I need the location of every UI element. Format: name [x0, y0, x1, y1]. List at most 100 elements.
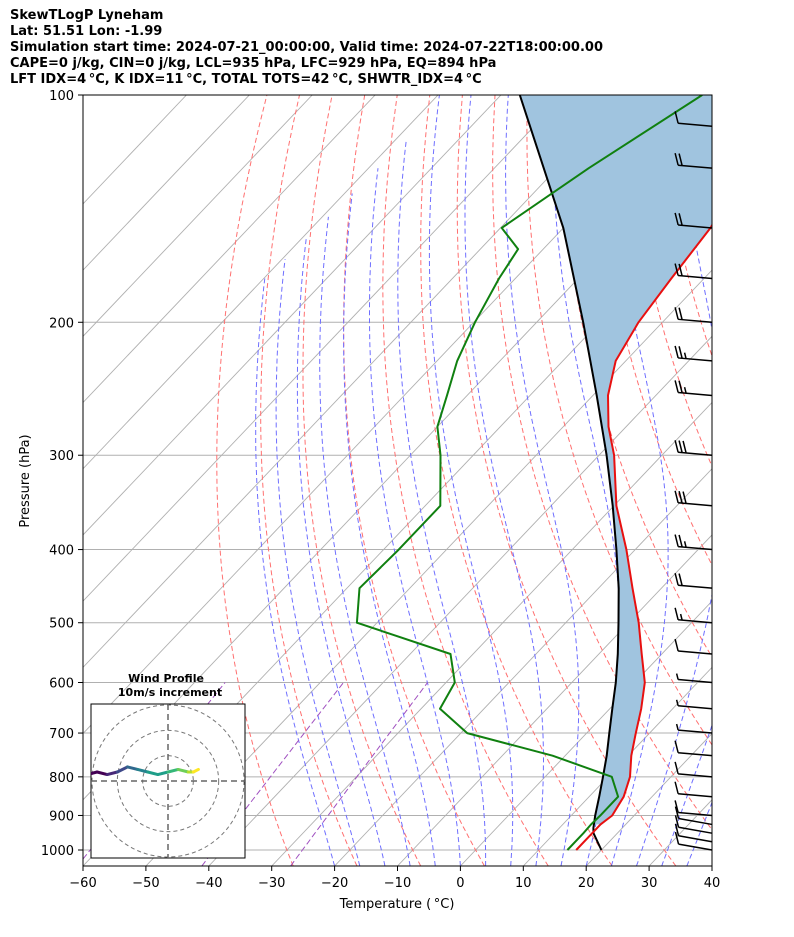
barb-flag	[674, 440, 679, 453]
moist-adiabat-line	[319, 216, 411, 866]
wind-barb	[674, 307, 713, 324]
y-tick-label: 700	[49, 727, 74, 742]
stability-indices-line: LFT IDX=4 °C, K IDX=11 °C, TOTAL TOTS=42…	[10, 72, 482, 87]
wind-barb	[674, 638, 713, 655]
barb-flag	[678, 440, 683, 453]
moist-adiabat-line	[607, 95, 669, 866]
hodograph-trace-segment	[191, 767, 200, 774]
isotherm-line	[83, 95, 565, 602]
wind-barb	[675, 699, 713, 710]
barb-shaft	[678, 357, 713, 362]
barb-flag	[674, 212, 679, 226]
wind-barb	[674, 490, 713, 507]
barb-shaft	[678, 502, 713, 507]
barb-shaft	[678, 318, 713, 324]
dry-adiabat-line	[723, 95, 794, 866]
barb-flag	[678, 573, 683, 586]
barb-flag	[675, 673, 679, 680]
moist-adiabat-line	[686, 801, 712, 866]
dry-adiabat-line	[756, 95, 794, 866]
barb-flag	[674, 111, 679, 124]
barb-flag	[674, 380, 679, 393]
barb-flag	[678, 490, 683, 504]
y-tick-label: 600	[49, 677, 74, 692]
barb-shaft	[678, 391, 713, 397]
x-tick-label: −20	[321, 876, 348, 891]
dry-adiabat-line	[382, 95, 549, 866]
wind-barbs	[674, 111, 713, 851]
barb-shaft	[678, 705, 713, 710]
barb-shaft	[678, 650, 713, 655]
hodograph-trace-segment	[125, 765, 140, 771]
x-tick-label: −50	[132, 876, 159, 891]
dry-adiabat-line	[302, 95, 422, 866]
chart-title: SkewTLogP Lyneham	[10, 8, 164, 23]
barb-flag	[678, 380, 683, 394]
y-tick-label: 800	[49, 771, 74, 786]
dry-adiabat-line	[216, 95, 294, 866]
barb-flag	[674, 815, 680, 828]
moist-adiabat-line	[296, 238, 386, 866]
x-tick-label: 0	[456, 876, 464, 891]
wind-barb	[674, 806, 713, 826]
barb-shaft	[678, 811, 713, 817]
moist-adiabat-line	[464, 95, 544, 866]
wind-barb	[674, 740, 713, 757]
barb-flag	[674, 307, 679, 320]
barb-flag	[674, 345, 679, 359]
hodograph-trace-segment	[105, 770, 119, 777]
hodograph-trace-segment	[91, 770, 99, 776]
dry-adiabat-line	[788, 95, 794, 866]
wind-barb	[674, 212, 713, 229]
cape-area	[519, 95, 712, 825]
wind-barb	[674, 345, 713, 362]
barb-flag	[678, 213, 683, 226]
wind-barb	[674, 263, 713, 280]
wind-barb	[674, 815, 713, 834]
x-tick-label: −10	[384, 876, 411, 891]
wind-barb	[674, 607, 713, 624]
hodograph-trace-segment	[156, 770, 170, 777]
x-tick-label: 10	[515, 876, 532, 891]
y-tick-label: 1000	[41, 844, 74, 859]
y-tick-label: 300	[49, 449, 74, 464]
dry-adiabat-line	[592, 95, 712, 567]
hodograph-title: Wind Profile	[128, 672, 204, 685]
barb-flag	[674, 534, 679, 547]
hodograph-plot	[91, 704, 245, 858]
barb-shaft	[678, 817, 713, 826]
isotherm-line	[83, 95, 376, 404]
moist-adiabat-line	[711, 864, 712, 866]
isotherm-line	[83, 95, 250, 271]
barb-shaft	[678, 751, 713, 757]
isotherm-line	[83, 95, 313, 337]
barb-flag	[674, 806, 680, 819]
barb-flag	[674, 263, 679, 276]
x-tick-label: −60	[69, 876, 96, 891]
y-axis-label: Pressure (hPa)	[18, 434, 33, 527]
temperature-profile-line	[575, 223, 712, 851]
hodograph-trace-segment	[176, 767, 190, 774]
y-tick-label: 900	[49, 809, 74, 824]
wind-barb	[674, 153, 713, 169]
hodograph-inset: Wind Profile 10m/s increment	[90, 672, 246, 859]
isotherm-line	[711, 865, 712, 866]
hodograph-trace-segment	[136, 767, 150, 774]
location-line: Lat: 51.51 Lon: -1.99	[10, 24, 163, 39]
dry-adiabat-line	[343, 95, 485, 866]
barb-shaft	[678, 843, 713, 851]
wind-barb	[674, 111, 713, 127]
dewpoint-profile-line	[355, 95, 703, 851]
barb-flag	[683, 386, 687, 394]
hodograph-trace-segment	[95, 770, 109, 777]
barb-flag	[678, 307, 683, 320]
wind-barb	[674, 831, 713, 851]
wind-barb	[674, 761, 713, 778]
barb-shaft	[678, 793, 713, 798]
hodograph-trace-segment	[146, 770, 160, 777]
dry-adiabat-line	[492, 95, 712, 831]
wind-barb	[675, 673, 713, 684]
barb-flag	[674, 490, 679, 503]
barb-flag	[674, 153, 679, 166]
moist-adiabat-line	[397, 140, 487, 866]
